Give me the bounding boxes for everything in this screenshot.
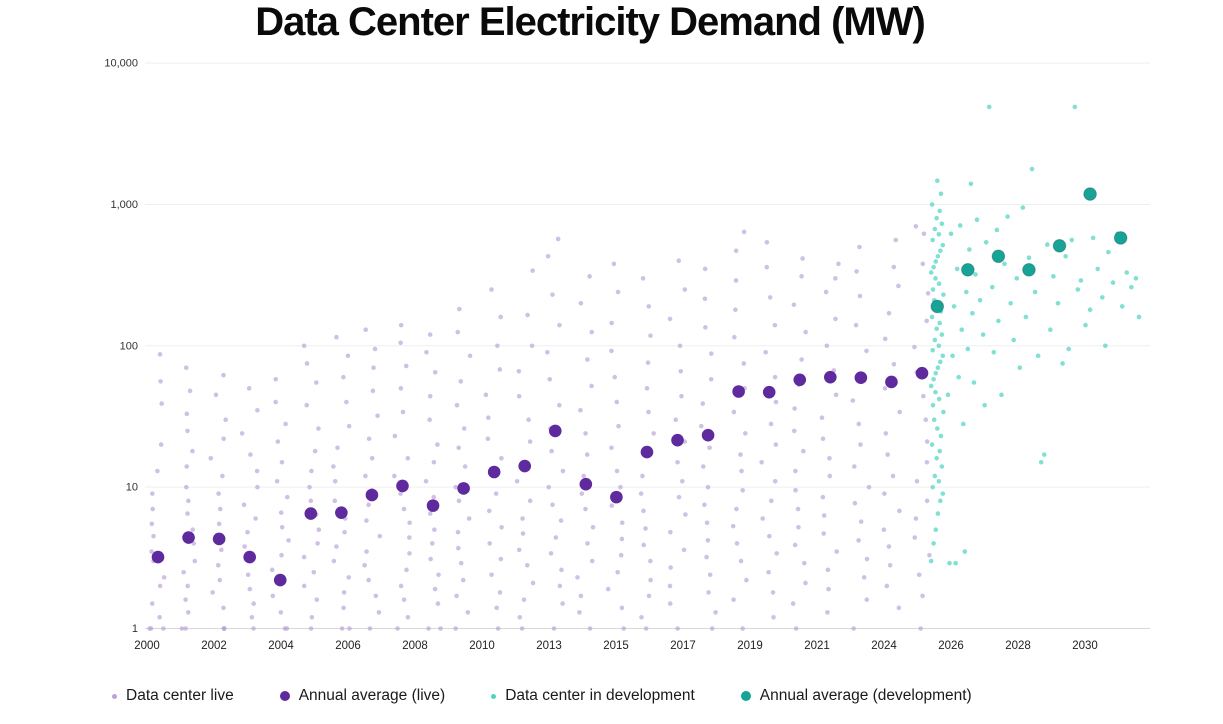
legend-item-development: Data center in development [491,687,695,705]
svg-text:1,000: 1,000 [110,199,138,211]
development-point-dot-icon [491,693,497,699]
chart-legend: Data center live Annual average (live) D… [112,687,972,705]
svg-text:2010: 2010 [469,640,495,652]
svg-text:2021: 2021 [804,640,830,652]
legend-label-annual-average-live: Annual average (live) [298,687,446,704]
svg-text:1: 1 [132,623,138,635]
svg-text:2004: 2004 [268,640,294,652]
legend-label-development: Data center in development [505,687,695,704]
legend-label-live: Data center live [126,687,234,704]
legend-item-annual-average-development: Annual average (development) [740,687,972,705]
svg-text:2024: 2024 [871,640,897,652]
legend-label-annual-average-development: Annual average (development) [759,687,972,704]
legend-item-live: Data center live [112,687,234,705]
svg-text:2028: 2028 [1005,640,1031,652]
svg-text:2030: 2030 [1072,640,1098,652]
svg-text:2008: 2008 [402,640,428,652]
svg-text:100: 100 [120,340,138,352]
svg-text:2015: 2015 [603,640,629,652]
scatter-plot: 1 10 100 1,000 10,000 2000 2002 2004 2006 2008 201… [104,58,1150,652]
svg-text:2017: 2017 [670,640,696,652]
development-average-dot-icon [740,691,751,701]
live-average-dot-icon [279,691,290,701]
chart-title: Data Center Electricity Demand (MW) [255,0,926,44]
svg-text:2000: 2000 [134,640,160,652]
svg-text:2006: 2006 [335,640,361,652]
svg-text:2019: 2019 [737,640,763,652]
legend-item-annual-average-live: Annual average (live) [279,687,446,705]
svg-text:2026: 2026 [938,640,964,652]
live-point-dot-icon [112,693,117,699]
svg-text:10,000: 10,000 [104,58,138,70]
svg-text:10: 10 [126,482,138,494]
svg-text:2002: 2002 [201,640,227,652]
svg-text:2013: 2013 [536,640,562,652]
